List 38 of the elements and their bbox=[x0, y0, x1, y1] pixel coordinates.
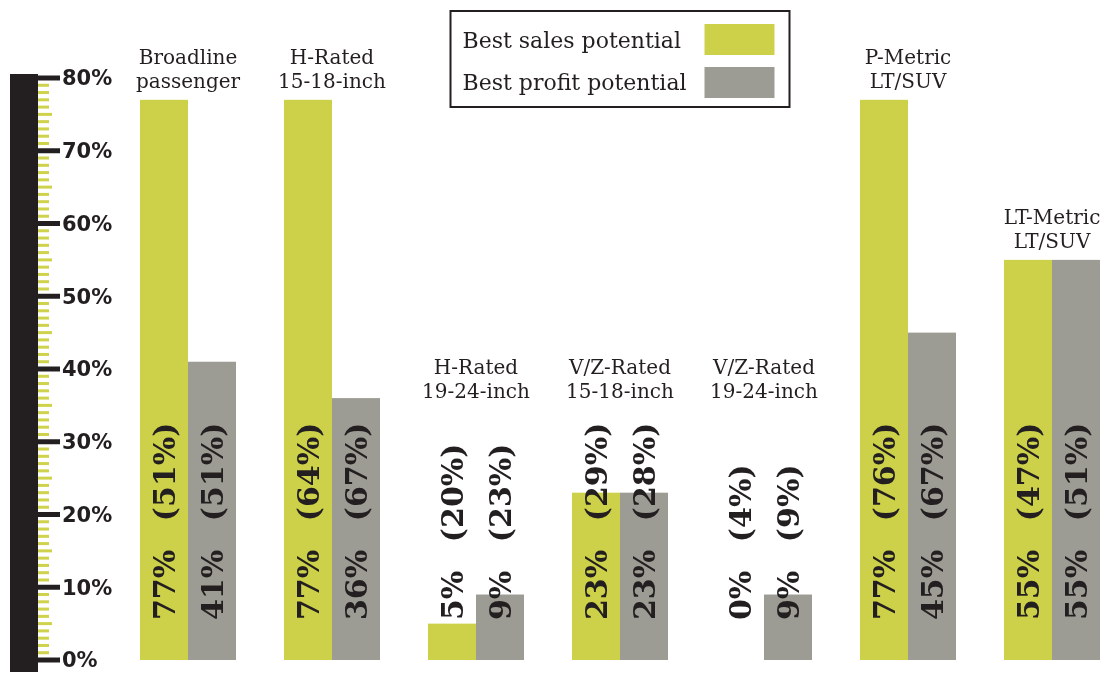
data-label: 77% (76%) bbox=[867, 422, 902, 620]
x-tick-label: LT-Metric LT/SUV bbox=[1003, 204, 1101, 253]
x-tick-label: V/Z-Rated 15-18-inch bbox=[566, 355, 674, 403]
data-label: 23% (28%) bbox=[627, 422, 662, 620]
data-label: 41% (51%) bbox=[195, 422, 230, 620]
y-tick-label: 0% bbox=[62, 648, 98, 673]
legend-label: Best profit potential bbox=[462, 70, 687, 95]
data-label: 45% (67%) bbox=[915, 422, 950, 620]
x-tick-label: Broadline passenger bbox=[135, 44, 241, 93]
data-label: 36% (67%) bbox=[339, 422, 374, 620]
data-label: 0% (4%) bbox=[723, 464, 758, 620]
bar bbox=[140, 99, 188, 660]
bar bbox=[860, 99, 908, 660]
data-label: 9% (9%) bbox=[771, 464, 806, 620]
bar bbox=[1004, 259, 1052, 660]
data-label: 23% (29%) bbox=[579, 422, 614, 620]
bar bbox=[428, 623, 476, 660]
x-tick-label: V/Z-Rated 19-24-inch bbox=[710, 355, 818, 403]
y-tick-label: 40% bbox=[62, 357, 113, 382]
data-label: 5% (20%) bbox=[435, 443, 470, 620]
data-label: 9% (23%) bbox=[483, 443, 518, 620]
y-tick-label: 30% bbox=[62, 430, 113, 455]
y-tick-label: 20% bbox=[62, 502, 113, 527]
bar bbox=[1052, 259, 1100, 660]
y-tick-label: 70% bbox=[62, 139, 113, 164]
y-tick-label: 60% bbox=[62, 211, 113, 236]
data-label: 77% (64%) bbox=[291, 422, 326, 620]
data-label: 77% (51%) bbox=[147, 422, 182, 620]
y-tick-label: 80% bbox=[62, 66, 113, 91]
y-tick-label: 10% bbox=[62, 575, 113, 600]
x-tick-label: H-Rated 19-24-inch bbox=[422, 355, 530, 403]
x-tick-label: H-Rated 15-18-inch bbox=[278, 44, 386, 93]
legend-label: Best sales potential bbox=[462, 28, 681, 53]
data-label: 55% (51%) bbox=[1059, 422, 1094, 620]
x-tick-label: P-Metric LT/SUV bbox=[864, 44, 952, 93]
data-label: 55% (47%) bbox=[1011, 422, 1046, 620]
y-tick-label: 50% bbox=[62, 284, 113, 309]
bar bbox=[284, 99, 332, 660]
